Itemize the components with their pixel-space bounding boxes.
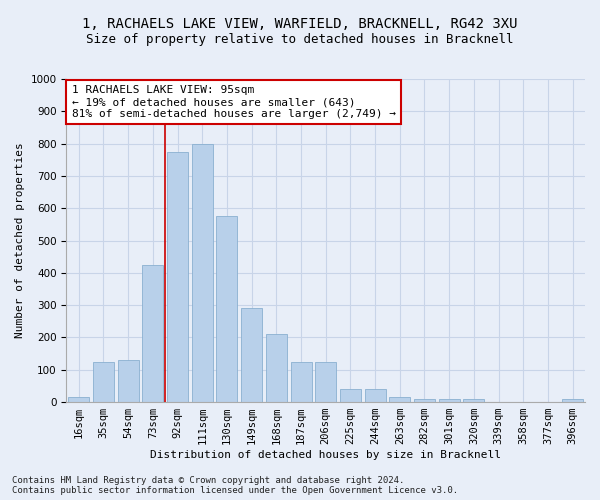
Text: 1 RACHAELS LAKE VIEW: 95sqm
← 19% of detached houses are smaller (643)
81% of se: 1 RACHAELS LAKE VIEW: 95sqm ← 19% of det… bbox=[71, 86, 395, 118]
Bar bbox=[118, 360, 139, 402]
Y-axis label: Number of detached properties: Number of detached properties bbox=[15, 142, 25, 338]
Bar bbox=[192, 144, 213, 402]
Bar bbox=[365, 389, 386, 402]
Text: Contains HM Land Registry data © Crown copyright and database right 2024.
Contai: Contains HM Land Registry data © Crown c… bbox=[12, 476, 458, 495]
Bar bbox=[562, 399, 583, 402]
Bar bbox=[93, 362, 114, 402]
Bar bbox=[241, 308, 262, 402]
Bar bbox=[463, 399, 484, 402]
Bar bbox=[414, 399, 435, 402]
Bar bbox=[439, 399, 460, 402]
Bar bbox=[389, 397, 410, 402]
X-axis label: Distribution of detached houses by size in Bracknell: Distribution of detached houses by size … bbox=[150, 450, 501, 460]
Bar bbox=[68, 397, 89, 402]
Bar bbox=[290, 362, 311, 402]
Bar bbox=[217, 216, 238, 402]
Bar bbox=[315, 362, 336, 402]
Bar bbox=[266, 334, 287, 402]
Text: 1, RACHAELS LAKE VIEW, WARFIELD, BRACKNELL, RG42 3XU: 1, RACHAELS LAKE VIEW, WARFIELD, BRACKNE… bbox=[82, 18, 518, 32]
Bar bbox=[340, 389, 361, 402]
Bar bbox=[142, 265, 163, 402]
Text: Size of property relative to detached houses in Bracknell: Size of property relative to detached ho… bbox=[86, 32, 514, 46]
Bar bbox=[167, 152, 188, 402]
